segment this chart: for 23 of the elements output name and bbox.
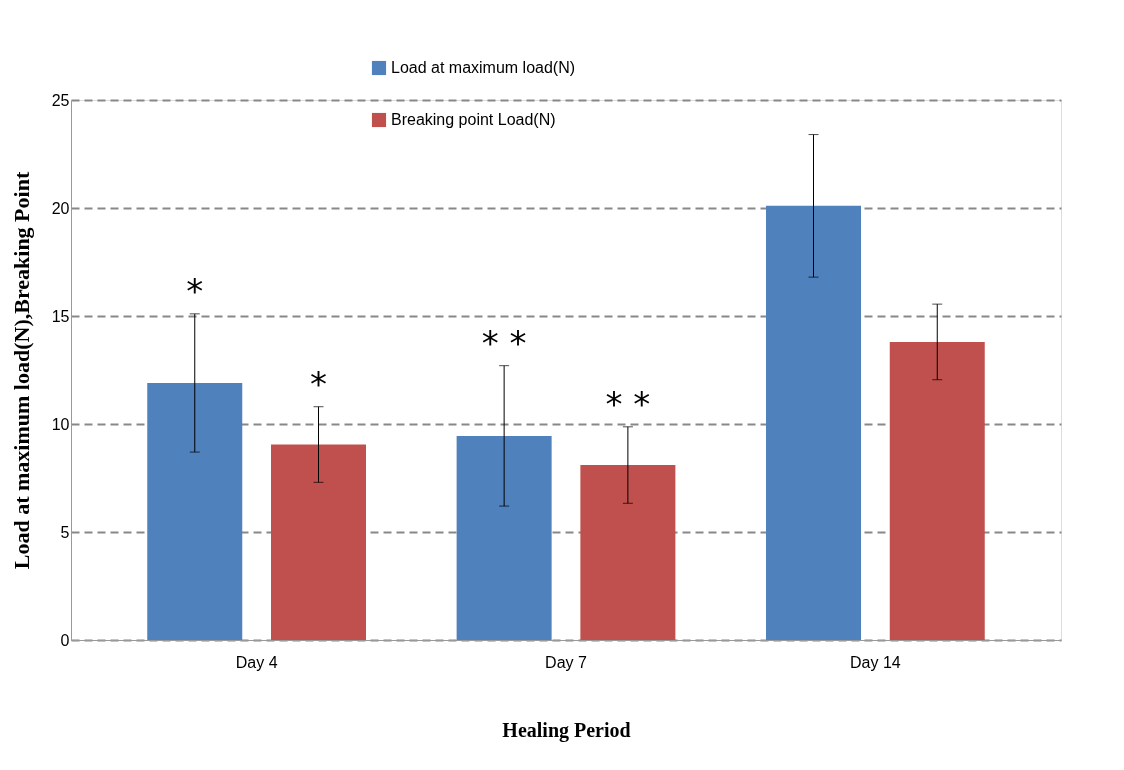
annotation: * * bbox=[481, 322, 527, 363]
y-tick-label: 5 bbox=[60, 523, 70, 541]
y-tick-label: 0 bbox=[60, 631, 70, 649]
bar bbox=[456, 435, 552, 640]
x-tick-label: Day 4 bbox=[235, 653, 278, 671]
legend-label: Breaking point Load(N) bbox=[391, 111, 556, 128]
bar bbox=[271, 444, 366, 640]
y-tick-label: 10 bbox=[51, 415, 70, 433]
y-axis-title: Load at maximum load(N),Breaking Point bbox=[8, 171, 34, 570]
y-tick-label: 20 bbox=[51, 199, 70, 217]
y-tick-label: 15 bbox=[51, 307, 70, 325]
legend-label: Load at maximum load(N) bbox=[391, 59, 576, 76]
bar bbox=[889, 341, 985, 640]
bar bbox=[766, 205, 861, 640]
x-tick-label: Day 7 bbox=[545, 653, 587, 671]
annotation: * * bbox=[605, 383, 651, 424]
annotation: * bbox=[186, 270, 204, 311]
x-tick-label: Day 14 bbox=[850, 653, 901, 671]
y-tick-label: 25 bbox=[51, 91, 70, 109]
bar bbox=[147, 382, 243, 640]
bar bbox=[580, 465, 676, 640]
annotation: * bbox=[310, 363, 327, 404]
x-axis-title: Healing Period bbox=[502, 718, 631, 742]
